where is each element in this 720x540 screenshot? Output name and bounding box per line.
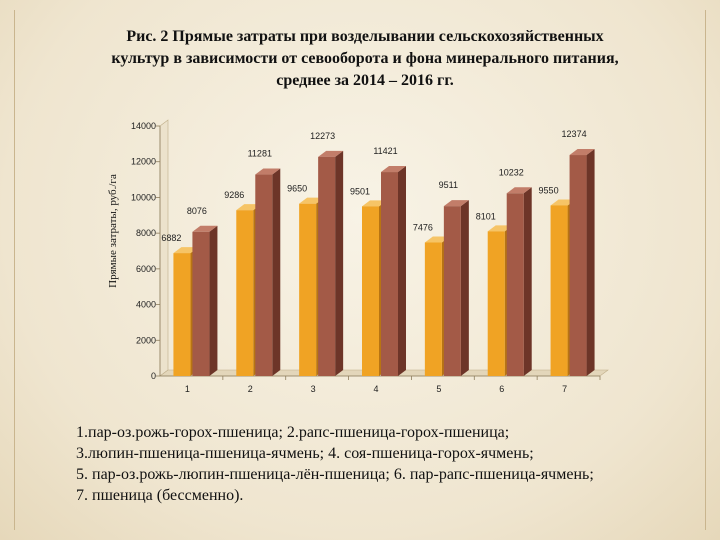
y-tick-label: 2000 (136, 335, 156, 345)
bar-side (398, 166, 406, 376)
bar-top (550, 199, 576, 206)
bar (362, 206, 379, 376)
bar-side (335, 150, 344, 376)
chart-title-line: Рис. 2 Прямые затраты при возделывании с… (126, 28, 604, 45)
bar-side (209, 225, 218, 376)
data-label: 11421 (373, 146, 397, 156)
x-tick-label: 7 (562, 384, 567, 394)
bar (569, 155, 587, 376)
data-label: 6882 (161, 233, 181, 243)
bar-top (506, 187, 532, 194)
bar-side (586, 149, 595, 376)
bar (506, 193, 524, 376)
caption-line: 1.пар-оз.рожь-горох-пшеница; 2.рапс-пшен… (76, 424, 510, 441)
bar (173, 253, 191, 376)
y-tick-label: 14000 (131, 121, 156, 131)
data-label: 9501 (350, 186, 370, 196)
bar-side (523, 187, 532, 376)
y-axis-label: Прямые затраты, руб./га (107, 174, 119, 288)
bar-top (381, 166, 406, 173)
x-tick-label: 3 (311, 384, 316, 394)
bar-top (424, 236, 450, 243)
data-label: 12273 (310, 131, 335, 141)
data-label: 7476 (413, 223, 433, 233)
bar-top (255, 168, 281, 175)
data-label: 10232 (499, 167, 524, 177)
bar (236, 210, 254, 376)
bar-top (173, 247, 199, 254)
data-label: 11281 (248, 149, 272, 159)
chart-title-line: среднее за 2014 – 2016 гг. (276, 72, 454, 89)
data-label: 8101 (476, 211, 496, 221)
bar (443, 206, 461, 376)
y-tick-label: 0 (151, 371, 156, 381)
bar (299, 203, 317, 376)
bar-top (299, 197, 325, 204)
caption-line: 3.люпин-пшеница-пшеница-ячмень; 4. соя-п… (76, 445, 534, 462)
bar (255, 174, 273, 376)
bar (424, 242, 442, 376)
bar (192, 231, 210, 376)
data-label: 9650 (287, 184, 307, 194)
x-tick-label: 4 (373, 384, 378, 394)
y-tick-label: 10000 (131, 192, 156, 202)
x-tick-label: 5 (436, 384, 441, 394)
y-tick-label: 4000 (136, 300, 156, 310)
y-tick-label: 8000 (136, 228, 156, 238)
bar-top (487, 225, 513, 232)
rotation-legend-caption: 1.пар-оз.рожь-горох-пшеница; 2.рапс-пшен… (76, 422, 706, 506)
bar-top (569, 149, 595, 156)
data-label: 12374 (562, 129, 587, 139)
y-tick-label: 12000 (131, 157, 156, 167)
data-label: 9550 (539, 185, 559, 195)
bar (550, 205, 568, 376)
chart-title-line: культур в зависимости от севооборота и ф… (111, 50, 619, 67)
bar-top (443, 200, 469, 207)
caption-line: 7. пшеница (бессменно). (76, 487, 244, 504)
caption-line: 5. пар-оз.рожь-люпин-пшеница-лён-пшеница… (76, 466, 594, 483)
chart-title: Рис. 2 Прямые затраты при возделывании с… (70, 26, 660, 92)
bar-side (460, 200, 469, 376)
frame-right-line (705, 10, 706, 530)
data-label: 9511 (439, 180, 458, 190)
data-label: 9286 (224, 190, 244, 200)
data-label: 8076 (187, 206, 207, 216)
bar-top (318, 150, 344, 157)
bar (381, 172, 398, 376)
y-tick-label: 6000 (136, 264, 156, 274)
x-tick-label: 1 (185, 384, 190, 394)
bar-side (272, 168, 281, 376)
x-tick-label: 6 (499, 384, 504, 394)
bar-top (192, 225, 218, 232)
side-wall (159, 119, 169, 377)
bar (487, 231, 505, 376)
bar-top (236, 204, 262, 211)
bar (318, 156, 336, 376)
frame-left-line (14, 10, 15, 530)
bar-chart: 0 2000 4000 6000 8000 10000 12000 14000 Прямые з… (107, 119, 609, 394)
bar-top (362, 200, 387, 207)
x-tick-label: 2 (248, 384, 253, 394)
